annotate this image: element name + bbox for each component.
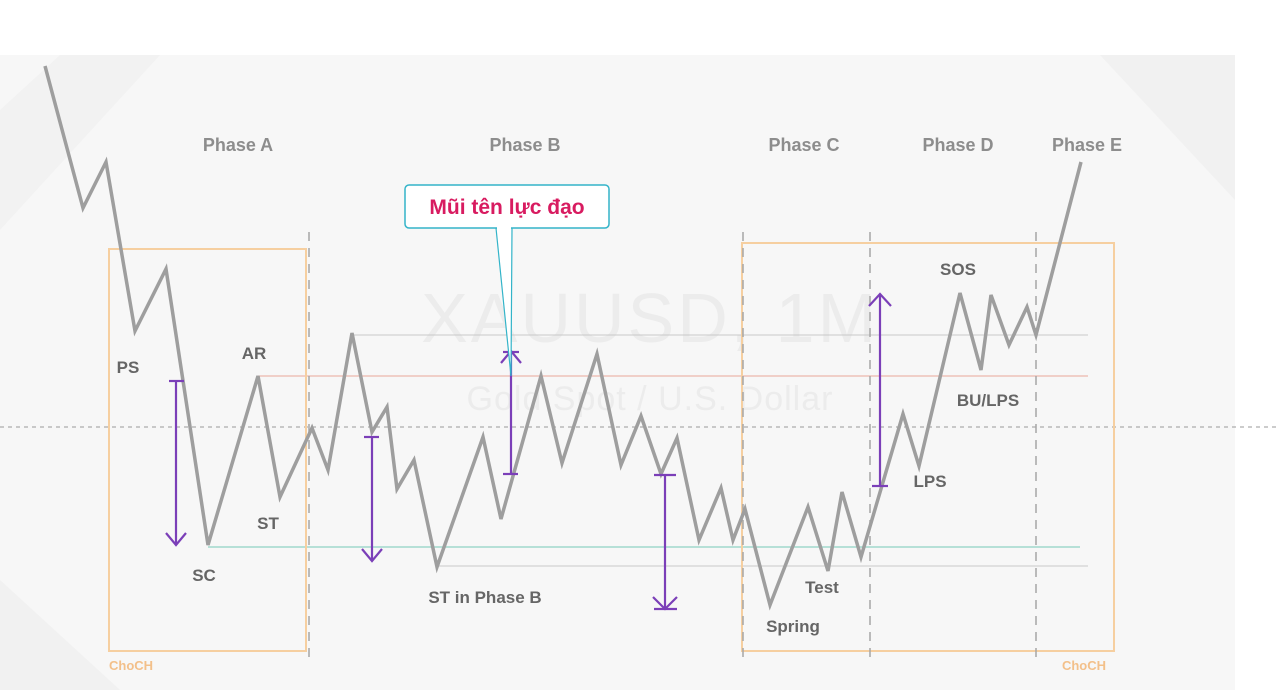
- label-sc: SC: [192, 566, 216, 585]
- phase-e-label: Phase E: [1052, 135, 1122, 155]
- label-sos: SOS: [940, 260, 976, 279]
- background-panel: [0, 55, 1235, 690]
- phase-d-label: Phase D: [922, 135, 993, 155]
- callout-text: Mũi tên lực đạo: [429, 196, 584, 219]
- callout: Mũi tên lực đạo: [404, 184, 610, 377]
- phase-a-box: [108, 248, 307, 652]
- label-lps: LPS: [913, 472, 946, 491]
- label-ps: PS: [117, 358, 140, 377]
- choch-right-label: ChoCH: [1062, 658, 1106, 673]
- label-bu-lps: BU/LPS: [957, 391, 1019, 410]
- label-test: Test: [805, 578, 839, 597]
- label-st: ST: [257, 514, 279, 533]
- watermark-symbol: XAUUSD, 1M: [421, 279, 879, 357]
- phase-a-label: Phase A: [203, 135, 273, 155]
- watermark-description: Gold Spot / U.S. Dollar: [467, 380, 834, 418]
- background-facet: [1100, 55, 1235, 200]
- arrow-down-2: [361, 435, 383, 563]
- phase-b-label: Phase B: [489, 135, 560, 155]
- background-facet: [0, 580, 120, 690]
- label-spring: Spring: [766, 617, 820, 636]
- label-ar: AR: [242, 344, 267, 363]
- background-facet: [0, 55, 160, 230]
- arrow-up-2: [868, 292, 892, 488]
- choch-left-label: ChoCH: [109, 658, 153, 673]
- phase-c-label: Phase C: [768, 135, 839, 155]
- price-path: [43, 65, 1083, 611]
- label-st-phase-b: ST in Phase B: [428, 588, 541, 607]
- arrow-down-3: [652, 473, 678, 611]
- arrow-down-1: [165, 379, 187, 547]
- phase-cd-box: [741, 242, 1115, 652]
